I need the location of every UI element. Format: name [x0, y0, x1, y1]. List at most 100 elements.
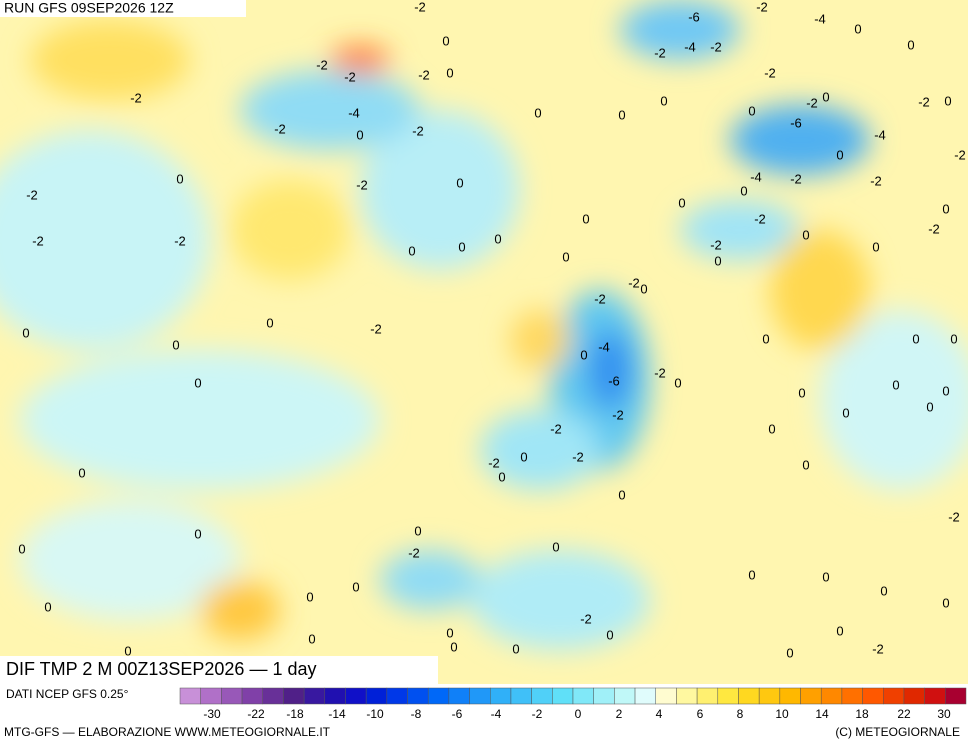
- contour-label: 0: [872, 239, 879, 254]
- contour-label: 0: [786, 645, 793, 660]
- colorbar-tick-label: -6: [452, 707, 463, 721]
- contour-label: 0: [660, 93, 667, 108]
- source-label: DATI NCEP GFS 0.25°: [6, 687, 129, 701]
- contour-label: -2: [870, 173, 882, 188]
- colorbar-tick-label: 30: [937, 707, 951, 721]
- contour-label: -2: [594, 291, 606, 306]
- contour-label: 0: [942, 383, 949, 398]
- map-title: DIF TMP 2 M 00Z13SEP2026 — 1 day: [6, 659, 316, 679]
- contour-label: -2: [790, 171, 802, 186]
- colorbar-swatch: [820, 687, 843, 705]
- contour-label: 0: [822, 569, 829, 584]
- contour-label: 0: [176, 171, 183, 186]
- colorbar-swatch: [614, 687, 636, 705]
- contour-label: 0: [942, 595, 949, 610]
- footer-left: MTG-GFS — ELABORAZIONE WWW.METEOGIORNALE…: [4, 725, 331, 739]
- contour-label: 0: [194, 375, 201, 390]
- colorbar-tick-label: -18: [286, 707, 304, 721]
- contour-label: -2: [806, 95, 818, 110]
- colorbar-tick-label: 10: [775, 707, 789, 721]
- colorbar-swatch: [365, 687, 388, 705]
- contour-label: -2: [756, 0, 768, 14]
- contour-label: 0: [740, 183, 747, 198]
- contour-label: 0: [458, 239, 465, 254]
- colorbar-swatch: [593, 687, 615, 705]
- contour-label: -2: [418, 67, 430, 82]
- contour-label: 0: [446, 65, 453, 80]
- contour-label: 0: [618, 107, 625, 122]
- colorbar-tick-label: 2: [616, 707, 623, 721]
- contour-label: 0: [494, 231, 501, 246]
- colorbar-tick-label: -4: [491, 707, 502, 721]
- contour-label: 0: [44, 599, 51, 614]
- contour-label: 0: [714, 253, 721, 268]
- contour-label: -2: [550, 421, 562, 436]
- colorbar-swatch: [179, 687, 201, 705]
- contour-label: -2: [628, 275, 640, 290]
- contour-label: -2: [174, 233, 186, 248]
- contour-label: -2: [130, 90, 142, 105]
- contour-label: 0: [512, 641, 519, 656]
- colorbar-swatch: [758, 687, 781, 705]
- colorbar-swatch: [779, 687, 801, 705]
- contour-label: -6: [790, 115, 802, 130]
- colorbar-swatch: [407, 687, 429, 705]
- contour-label: -2: [764, 65, 776, 80]
- colorbar-swatch: [510, 687, 532, 705]
- colorbar-swatch: [345, 687, 367, 705]
- contour-label: -2: [928, 221, 940, 236]
- colorbar-swatch: [531, 687, 553, 705]
- contour-label: -2: [872, 641, 884, 656]
- title-box: [0, 656, 438, 684]
- contour-label: -4: [598, 339, 610, 354]
- contour-label: -2: [414, 0, 426, 14]
- contour-label: -2: [710, 39, 722, 54]
- contour-label: 0: [534, 105, 541, 120]
- contour-label: -2: [26, 187, 38, 202]
- contour-label: 0: [748, 567, 755, 582]
- colorbar: -30 -22 -18 -14 -10 -8 -6 -4 -2 0 2 4 6 8 10 14 18 22 30: [179, 687, 967, 721]
- contour-label: -2: [572, 449, 584, 464]
- contour-label: -4: [874, 127, 886, 142]
- contour-label: 0: [822, 89, 829, 104]
- contour-label: 0: [798, 385, 805, 400]
- colorbar-swatch: [324, 687, 346, 705]
- contour-label: 0: [446, 625, 453, 640]
- contour-label: 0: [880, 583, 887, 598]
- contour-label: 0: [580, 347, 587, 362]
- colorbar-swatch: [262, 687, 284, 705]
- colorbar-swatch: [883, 687, 905, 705]
- colorbar-swatch: [676, 687, 698, 705]
- contour-label: 0: [414, 523, 421, 538]
- contour-label: 0: [640, 281, 647, 296]
- contour-label: 0: [308, 631, 315, 646]
- contour-label: 0: [892, 377, 899, 392]
- contour-label: 0: [22, 325, 29, 340]
- contour-label: -2: [612, 407, 624, 422]
- contour-label: 0: [907, 37, 914, 52]
- contour-label: -2: [580, 611, 592, 626]
- contour-label: 0: [78, 465, 85, 480]
- contour-label: 0: [678, 195, 685, 210]
- contour-label: 0: [520, 449, 527, 464]
- contour-label: 0: [926, 399, 933, 414]
- contour-label: -2: [654, 365, 666, 380]
- colorbar-swatch: [717, 687, 739, 705]
- colorbar-tick-label: -14: [328, 707, 346, 721]
- contour-label: 0: [562, 249, 569, 264]
- contour-label: -4: [684, 39, 696, 54]
- contour-label: 0: [552, 539, 559, 554]
- contour-labels: -2 -6 -2 -4 0 0 0 -2 -4 -2 -2 -2 -2 0 -2 -2 0 -2 0 -2 0 0 -4 0 0…: [18, 0, 965, 660]
- contour-label: -2: [754, 211, 766, 226]
- contour-label: -2: [32, 233, 44, 248]
- contour-label: 0: [124, 643, 131, 658]
- contour-label: -2: [948, 509, 960, 524]
- colorbar-swatch: [552, 687, 574, 705]
- header-box: [0, 0, 246, 17]
- contour-label: 0: [674, 375, 681, 390]
- contour-label: -2: [356, 177, 368, 192]
- colorbar-swatch: [634, 687, 656, 705]
- contour-label: 0: [18, 541, 25, 556]
